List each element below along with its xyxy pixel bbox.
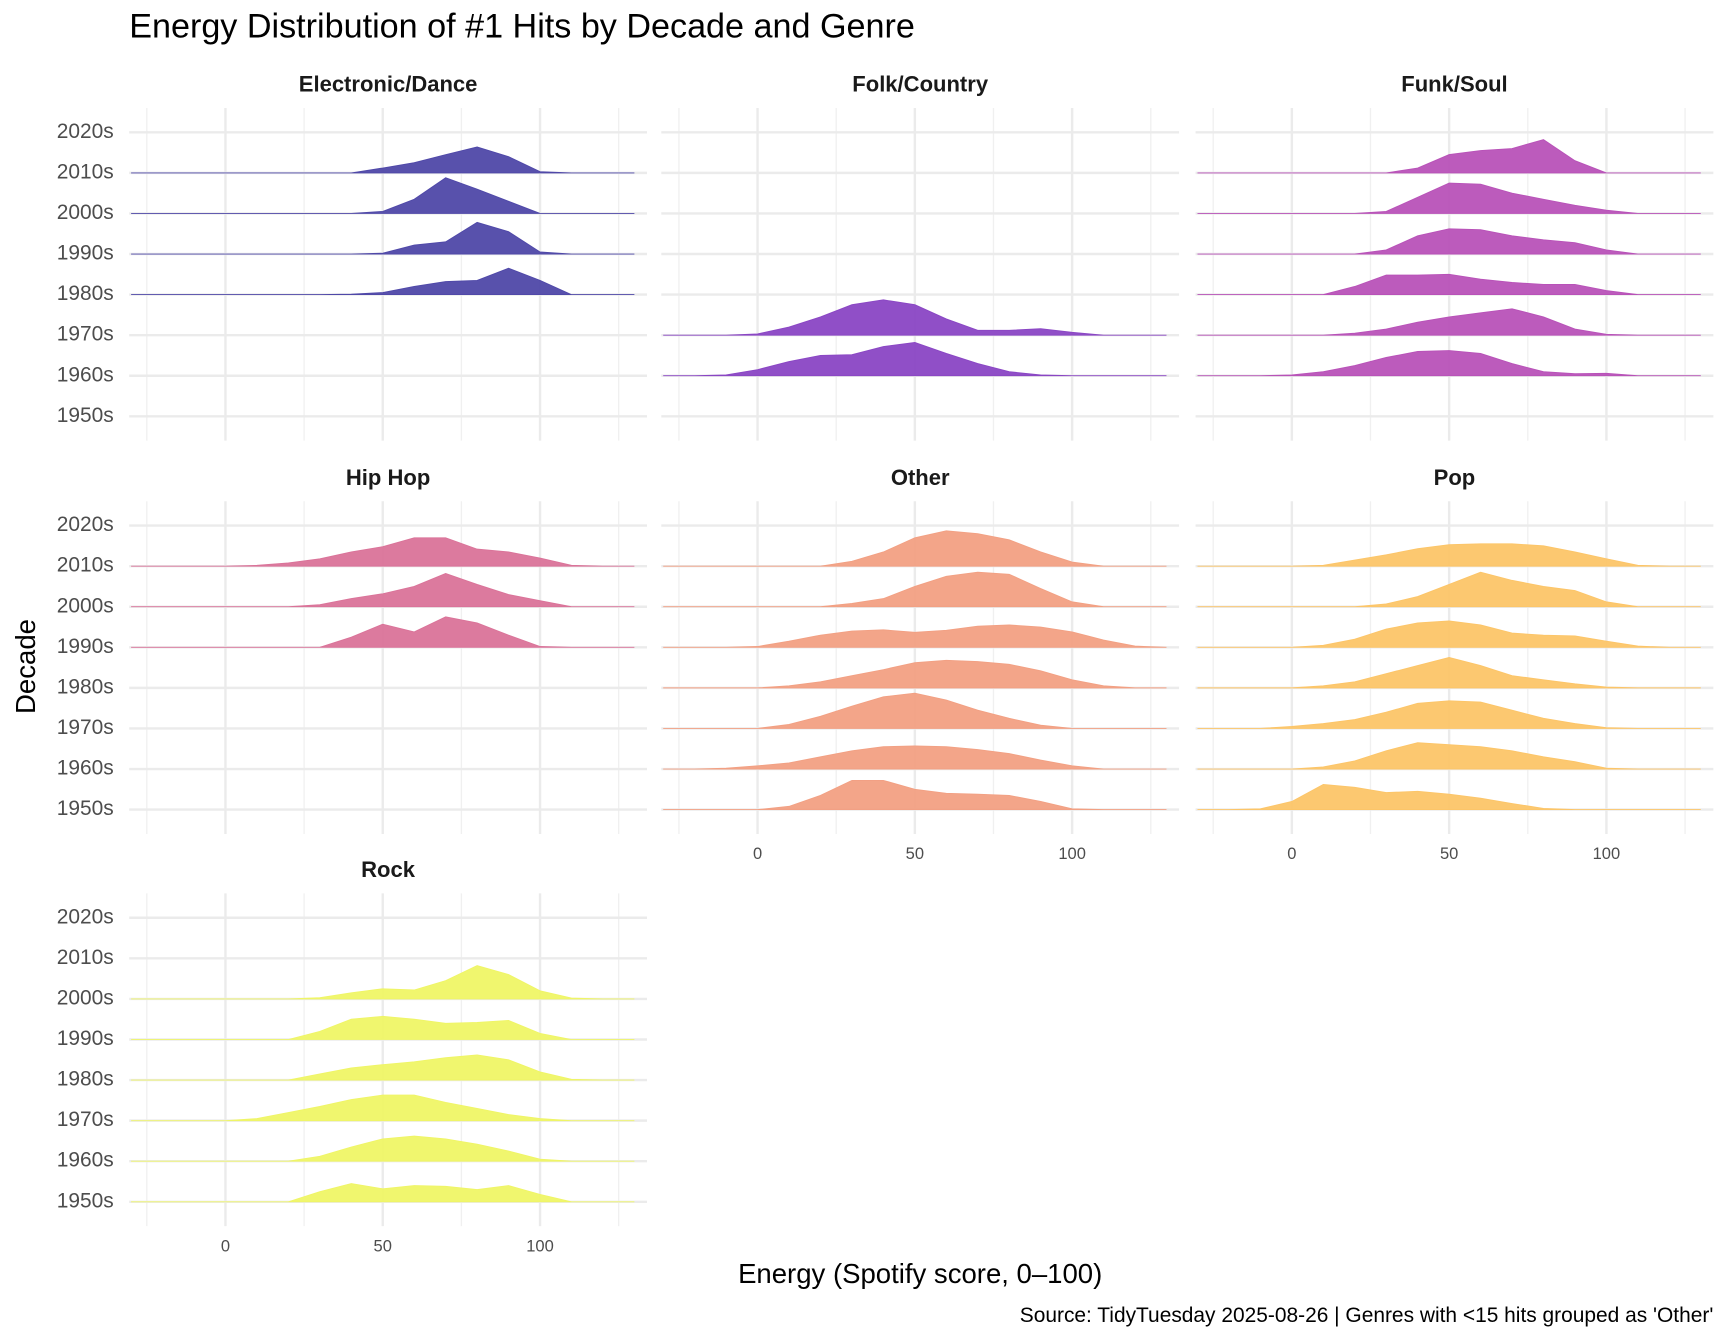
density-ridge (131, 1054, 635, 1081)
facet-title: Other (891, 465, 950, 490)
y-tick-label: 1950s (57, 797, 114, 820)
x-axis-title: Energy (Spotify score, 0–100) (738, 1258, 1102, 1289)
density-ridge (1197, 783, 1701, 811)
density-ridge (663, 692, 1167, 729)
y-tick-label: 2020s (57, 120, 114, 143)
y-tick-label: 2010s (57, 554, 114, 577)
y-tick-label: 1960s (57, 1149, 114, 1172)
y-tick-label: 1970s (57, 1108, 114, 1131)
density-ridge (131, 616, 635, 648)
density-ridge (1197, 228, 1701, 255)
density-ridge (131, 177, 635, 214)
density-ridge (663, 624, 1167, 648)
y-tick-label: 1960s (57, 363, 114, 386)
density-ridge (1197, 656, 1701, 689)
density-ridge (1197, 350, 1701, 377)
y-tick-label: 1990s (57, 635, 114, 658)
density-ridge (1197, 742, 1701, 770)
density-ridge (1197, 571, 1701, 608)
y-axis-title: Decade (10, 619, 41, 714)
y-tick-label: 2010s (57, 946, 114, 969)
y-tick-label: 1950s (57, 404, 114, 427)
y-tick-label: 2000s (57, 594, 114, 617)
facet-title: Pop (1434, 465, 1476, 490)
x-tick-label: 0 (753, 844, 762, 863)
caption: Source: TidyTuesday 2025-08-26 | Genres … (1020, 1304, 1714, 1327)
y-tick-label: 2000s (57, 201, 114, 224)
x-tick-label: 50 (374, 1236, 392, 1255)
y-tick-label: 1970s (57, 323, 114, 346)
density-ridge (663, 779, 1167, 811)
y-tick-label: 2020s (57, 905, 114, 928)
density-ridge (663, 530, 1167, 567)
density-ridge (131, 1094, 635, 1122)
facet-title: Hip Hop (346, 465, 430, 490)
density-ridge (663, 659, 1167, 689)
facet-title: Folk/Country (852, 72, 989, 97)
facet-title: Rock (361, 857, 416, 882)
density-ridge (131, 1135, 635, 1162)
y-tick-label: 1970s (57, 716, 114, 739)
density-ridge (1197, 308, 1701, 336)
y-tick-label: 2020s (57, 513, 114, 536)
density-ridge (131, 1183, 635, 1203)
x-tick-label: 50 (1440, 844, 1458, 863)
density-ridge (131, 1015, 635, 1040)
y-tick-label: 1960s (57, 757, 114, 780)
y-tick-label: 1980s (57, 1068, 114, 1091)
y-tick-label: 2000s (57, 986, 114, 1009)
x-tick-label: 100 (1058, 844, 1086, 863)
density-ridge (131, 965, 635, 1000)
density-ridge (663, 299, 1167, 336)
density-ridge (663, 745, 1167, 770)
density-ridge (1197, 620, 1701, 648)
density-ridge (131, 146, 635, 174)
y-tick-label: 2010s (57, 160, 114, 183)
density-ridge (663, 342, 1167, 377)
density-ridge (663, 571, 1167, 608)
x-tick-label: 100 (526, 1236, 554, 1255)
y-tick-label: 1990s (57, 242, 114, 265)
density-ridge (1197, 139, 1701, 174)
density-ridge (131, 572, 635, 608)
density-ridge (1197, 700, 1701, 729)
density-ridge (131, 537, 635, 567)
y-tick-label: 1950s (57, 1189, 114, 1212)
y-tick-label: 1980s (57, 675, 114, 698)
density-ridge (131, 267, 635, 296)
facet-title: Electronic/Dance (299, 72, 478, 97)
y-tick-label: 1990s (57, 1027, 114, 1050)
x-tick-label: 100 (1593, 844, 1621, 863)
density-ridge (1197, 543, 1701, 567)
y-tick-label: 1980s (57, 282, 114, 305)
facet-title: Funk/Soul (1401, 72, 1507, 97)
density-ridge (131, 221, 635, 255)
density-ridge (1197, 182, 1701, 214)
chart-title: Energy Distribution of #1 Hits by Decade… (129, 8, 915, 46)
x-tick-label: 0 (221, 1236, 230, 1255)
x-tick-label: 50 (906, 844, 924, 863)
density-ridge (1197, 273, 1701, 296)
x-tick-label: 0 (1287, 844, 1296, 863)
